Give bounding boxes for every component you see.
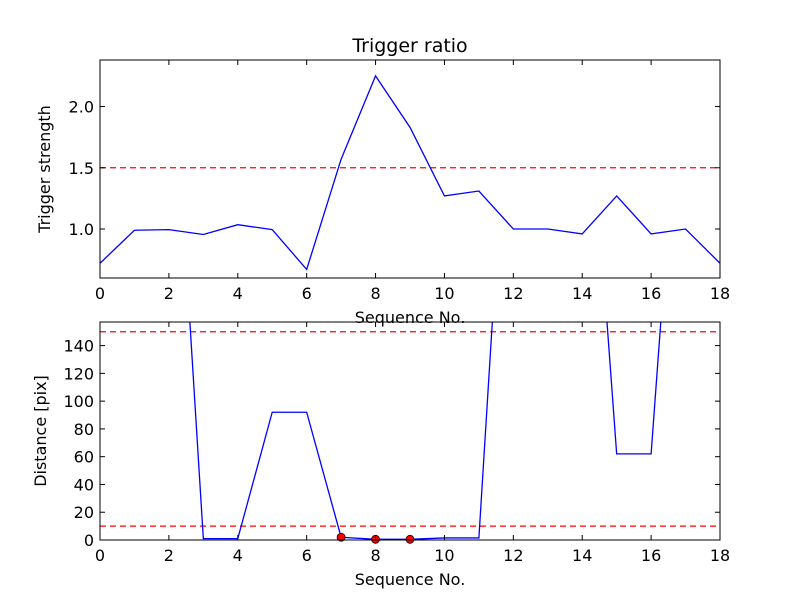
- x-tick-label: 14: [572, 284, 592, 303]
- x-tick-label: 2: [164, 546, 174, 565]
- y-tick-label: 120: [63, 364, 94, 383]
- y-tick-label: 140: [63, 337, 94, 356]
- x-tick-label: 8: [370, 546, 380, 565]
- x-tick-label: 10: [434, 284, 454, 303]
- x-tick-label: 16: [641, 546, 661, 565]
- chart-title: Trigger ratio: [351, 35, 467, 57]
- y-tick-label: 40: [74, 475, 94, 494]
- x-axis-label: Sequence No.: [355, 308, 466, 327]
- series-line: [100, 74, 720, 271]
- y-tick-label: 0: [84, 531, 94, 550]
- axes-frame: [99, 59, 721, 279]
- x-tick-label: 14: [572, 546, 592, 565]
- y-tick-label: 20: [74, 503, 94, 522]
- y-tick-label: 1.0: [69, 220, 94, 239]
- x-tick-label: 12: [503, 546, 523, 565]
- y-tick-label: 60: [74, 448, 94, 467]
- y-axis-label: Distance [pix]: [31, 375, 50, 487]
- x-tick-label: 8: [370, 284, 380, 303]
- x-tick-label: 18: [710, 546, 730, 565]
- x-axis-label: Sequence No.: [355, 570, 466, 589]
- data-point: [336, 532, 346, 542]
- trigger-ratio-panel: 0 2 4 6 8 10 12 14 16 18 1.0 1.5 2.0 Sequence No. Trig…: [35, 35, 730, 327]
- y-tick-label: 2.0: [69, 98, 94, 117]
- series-line: [189, 322, 662, 540]
- x-tick-label: 12: [503, 284, 523, 303]
- x-tick-label: 16: [641, 284, 661, 303]
- x-tick-label: 2: [164, 284, 174, 303]
- x-tick-label: 10: [434, 546, 454, 565]
- x-tick-label: 0: [95, 546, 105, 565]
- y-tick-label: 100: [63, 392, 94, 411]
- x-tick-label: 6: [302, 546, 312, 565]
- x-tick-label: 18: [710, 284, 730, 303]
- x-tick-label: 4: [233, 546, 243, 565]
- y-tick-label: 80: [74, 420, 94, 439]
- data-point: [405, 534, 415, 544]
- distance-panel: 0 2 4 6 8 10 12 14 16 18 0 20 40 60 80 100 120 140 Sequenc…: [31, 321, 730, 589]
- x-tick-label: 6: [302, 284, 312, 303]
- y-tick-label: 1.5: [69, 159, 94, 178]
- axes-frame: [99, 321, 721, 541]
- y-axis-label: Trigger strength: [35, 105, 54, 234]
- x-tick-label: 0: [95, 284, 105, 303]
- x-tick-label: 4: [233, 284, 243, 303]
